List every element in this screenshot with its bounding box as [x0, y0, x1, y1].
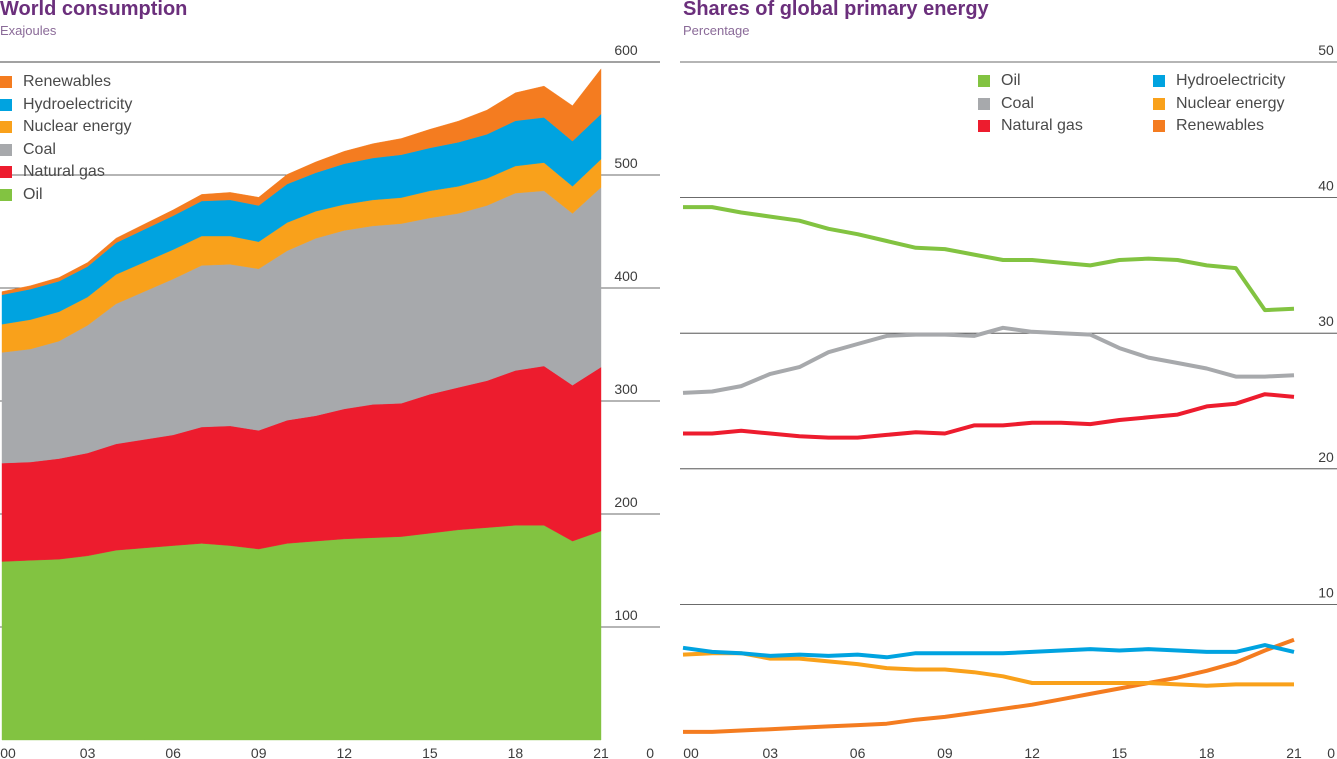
- legend-label: Hydroelectricity: [1176, 72, 1286, 89]
- y-tick-label: 0: [1327, 745, 1335, 759]
- y-tick-label: 40: [1318, 178, 1334, 194]
- x-tick-label: 03: [80, 745, 96, 759]
- x-tick-label: 12: [1024, 745, 1040, 759]
- y-tick-label: 20: [1318, 449, 1334, 465]
- right-chart-title: Shares of global primary energy: [683, 0, 989, 20]
- y-tick-label: 200: [614, 494, 638, 510]
- x-tick-label: 06: [850, 745, 866, 759]
- line-coal: [682, 325, 1295, 395]
- legend-swatch: [978, 120, 990, 132]
- shares-panel: 0 10 20 30 40 50 00 03 06 09 12 15 18 21 Shares of gl…: [680, 0, 1337, 759]
- line-natural-gas: [683, 392, 1295, 440]
- legend-swatch: [978, 97, 990, 110]
- x-tick-label: 06: [165, 745, 181, 759]
- legend-swatch: [0, 143, 12, 156]
- legend-swatch: [0, 121, 12, 134]
- legend-swatch: [1153, 120, 1165, 132]
- legend-label: Oil: [23, 186, 43, 203]
- x-tick-label: 03: [762, 745, 778, 759]
- shares-chart: 0 10 20 30 40 50 00 03 06 09 12 15 18 21: [680, 42, 1337, 759]
- legend-swatch: [0, 166, 12, 179]
- y-tick-label: 0: [646, 745, 654, 759]
- x-tick-label: 00: [0, 745, 16, 759]
- legend-label: Natural gas: [23, 163, 105, 181]
- world-consumption-panel: 0 100 200 300 400 500 600 00 03 06 09 12 15 18 21 Worl…: [0, 0, 660, 759]
- legend-swatch: [0, 98, 12, 111]
- line-hydroelectricity: [682, 643, 1295, 660]
- area-renewables: [1, 68, 602, 296]
- legend-label: Coal: [23, 140, 56, 158]
- legend-label: Coal: [1001, 94, 1034, 112]
- legend-label: Nuclear energy: [23, 118, 132, 136]
- y-tick-label: 600: [614, 42, 638, 58]
- x-tick-label: 21: [593, 745, 609, 759]
- x-tick-label: 18: [1199, 745, 1215, 759]
- y-tick-label: 100: [614, 607, 638, 623]
- y-tick-label: 500: [614, 155, 638, 171]
- legend-label: Natural gas: [1001, 117, 1083, 134]
- line-nuclear-energy: [682, 651, 1294, 688]
- x-tick-label: 18: [508, 745, 524, 759]
- legend-label: Renewables: [1176, 117, 1265, 134]
- legend-label: Renewables: [23, 73, 112, 90]
- legend-label: Nuclear energy: [1176, 94, 1285, 112]
- legend-swatch: [1153, 75, 1165, 87]
- legend-label: Oil: [1001, 72, 1021, 89]
- left-chart-subtitle: Exajoules: [0, 23, 57, 38]
- world-consumption-chart: 0 100 200 300 400 500 600 00 03 06 09 12 15 18 21: [0, 42, 660, 759]
- x-tick-label: 09: [937, 745, 953, 759]
- x-tick-label: 15: [422, 745, 438, 759]
- y-tick-label: 400: [614, 268, 638, 284]
- legend-swatch: [0, 76, 12, 88]
- legend-label: Hydroelectricity: [23, 95, 133, 113]
- legend-swatch: [1153, 97, 1165, 110]
- x-tick-label: 21: [1286, 745, 1302, 759]
- left-chart-title: World consumption: [0, 0, 188, 20]
- y-tick-label: 30: [1318, 313, 1334, 329]
- line-renewables: [683, 637, 1295, 734]
- area-oil: [1, 525, 602, 741]
- line-oil: [683, 205, 1295, 313]
- x-tick-label: 12: [336, 745, 352, 759]
- x-tick-label: 09: [251, 745, 267, 759]
- y-tick-label: 300: [614, 381, 638, 397]
- y-tick-label: 50: [1318, 42, 1334, 58]
- legend-swatch: [0, 189, 12, 201]
- legend-swatch: [978, 75, 990, 87]
- x-tick-label: 15: [1112, 745, 1128, 759]
- x-tick-label: 00: [683, 745, 699, 759]
- y-tick-label: 10: [1318, 584, 1334, 600]
- right-chart-subtitle: Percentage: [683, 23, 750, 38]
